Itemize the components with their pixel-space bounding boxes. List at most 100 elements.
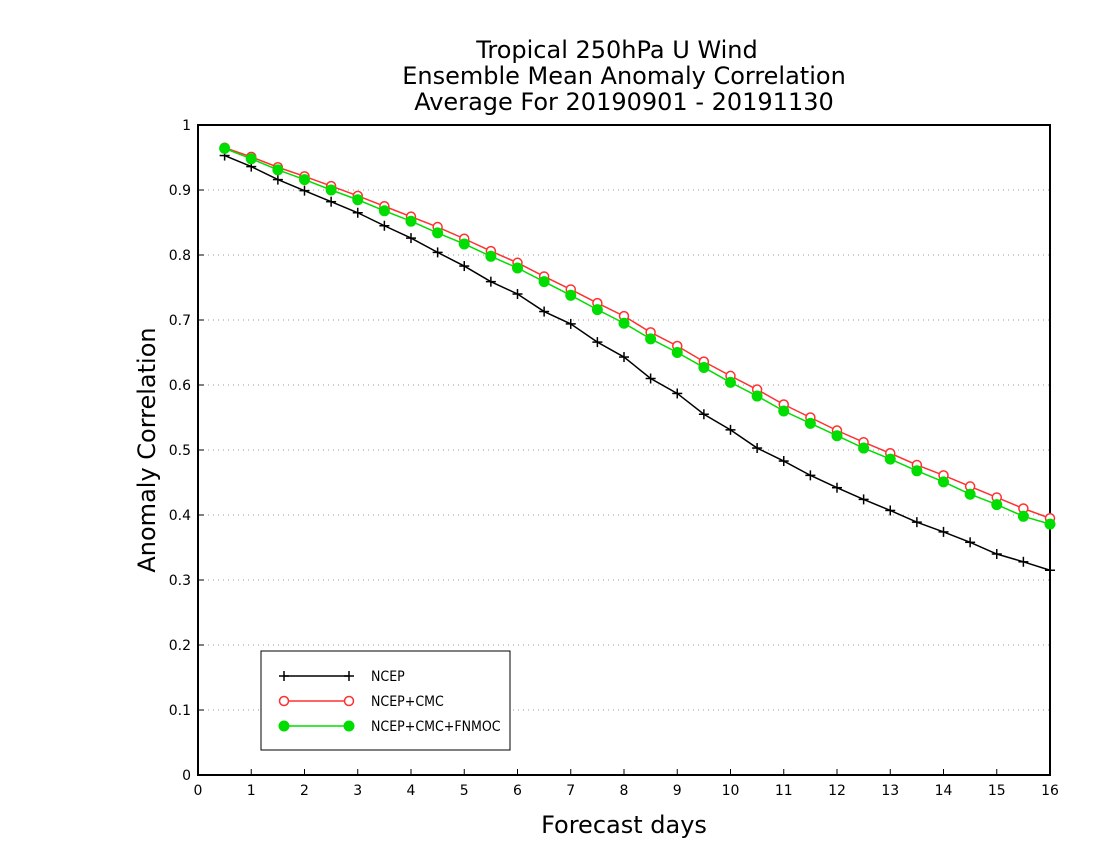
x-tick-label: 16 bbox=[1041, 783, 1059, 799]
y-tick-label: 0.6 bbox=[169, 378, 191, 394]
series-line bbox=[224, 154, 1051, 571]
series-ncep bbox=[219, 150, 1055, 576]
x-tick-label: 15 bbox=[988, 783, 1006, 799]
data-point-plus bbox=[752, 443, 763, 454]
x-axis: 0 1 2 3 4 5 6 7 8 9 10 11 12 13 14 15 16 bbox=[194, 769, 1059, 799]
y-tick-label: 0.4 bbox=[169, 508, 191, 524]
data-point-plus bbox=[858, 494, 869, 505]
data-point-plus bbox=[539, 306, 550, 317]
x-tick-label: 2 bbox=[300, 783, 309, 799]
data-point-filled-circle bbox=[698, 361, 710, 373]
data-point-plus bbox=[432, 247, 443, 258]
data-point-filled-circle bbox=[378, 205, 390, 217]
data-point-plus bbox=[512, 289, 523, 299]
data-point-filled-circle bbox=[538, 276, 550, 288]
data-point-filled-circle bbox=[991, 499, 1003, 511]
data-point-filled-circle bbox=[432, 227, 444, 239]
data-point-filled-circle bbox=[964, 488, 976, 500]
data-point-plus bbox=[272, 174, 283, 185]
x-tick-label: 4 bbox=[407, 783, 416, 799]
data-point-filled-circle bbox=[299, 174, 310, 186]
series-layer bbox=[219, 142, 1056, 576]
data-point-plus bbox=[805, 470, 816, 481]
data-point-filled-circle bbox=[245, 153, 257, 165]
x-tick-label: 11 bbox=[775, 783, 793, 799]
data-point-plus bbox=[352, 207, 363, 218]
data-point-filled-circle bbox=[278, 720, 290, 732]
data-point-filled-circle bbox=[831, 430, 843, 442]
data-point-plus bbox=[619, 352, 629, 363]
chart-title: Tropical 250hPa U Wind Ensemble Mean Ano… bbox=[402, 36, 846, 116]
x-tick-label: 6 bbox=[513, 783, 522, 799]
series-ncep-cmc bbox=[219, 142, 1056, 524]
x-tick-label: 7 bbox=[566, 783, 575, 799]
y-tick-label: 0.9 bbox=[169, 183, 191, 199]
data-point-plus bbox=[991, 549, 1002, 559]
data-point-open-circle bbox=[343, 695, 355, 707]
data-point-plus bbox=[406, 233, 416, 244]
data-point-plus bbox=[938, 526, 949, 537]
gridlines bbox=[198, 189, 1050, 711]
data-point-filled-circle bbox=[325, 184, 337, 196]
data-point-filled-circle bbox=[352, 194, 364, 206]
data-point-filled-circle bbox=[804, 417, 816, 429]
data-point-plus bbox=[645, 373, 656, 384]
data-point-plus bbox=[911, 517, 922, 528]
y-tick-label: 0.3 bbox=[169, 573, 191, 589]
y-tick-label: 0.7 bbox=[169, 313, 191, 329]
data-point-plus bbox=[885, 505, 896, 516]
data-point-plus bbox=[485, 276, 496, 287]
legend-item: NCEP bbox=[279, 669, 405, 685]
data-point-filled-circle bbox=[725, 376, 736, 388]
x-tick-label: 13 bbox=[881, 783, 899, 799]
legend-item: NCEP+CMC+FNMOC bbox=[278, 719, 501, 735]
legend-label: NCEP+CMC+FNMOC bbox=[371, 719, 501, 735]
data-point-plus bbox=[326, 196, 337, 207]
data-point-plus bbox=[832, 482, 842, 493]
y-tick-label: 0 bbox=[182, 768, 191, 784]
data-point-filled-circle bbox=[458, 238, 470, 250]
x-tick-label: 8 bbox=[620, 783, 629, 799]
legend-label: NCEP+CMC bbox=[371, 694, 444, 710]
x-tick-label: 1 bbox=[247, 783, 256, 799]
data-point-filled-circle bbox=[671, 347, 683, 358]
title-line-2: Ensemble Mean Anomaly Correlation bbox=[402, 62, 846, 90]
y-axis: 0 0.1 0.2 0.3 0.4 0.5 0.6 0.7 0.8 0.9 1 bbox=[169, 118, 204, 784]
data-point-plus bbox=[279, 671, 289, 681]
data-point-plus bbox=[459, 261, 470, 272]
data-point-filled-circle bbox=[1017, 510, 1029, 522]
data-point-filled-circle bbox=[219, 142, 231, 154]
data-point-plus bbox=[725, 424, 736, 435]
data-point-plus bbox=[299, 185, 310, 196]
x-tick-label: 9 bbox=[673, 783, 682, 799]
data-point-filled-circle bbox=[858, 442, 870, 454]
data-point-plus bbox=[344, 671, 354, 681]
data-point-filled-circle bbox=[485, 250, 497, 262]
data-point-plus bbox=[698, 409, 709, 420]
x-tick-label: 10 bbox=[722, 783, 740, 799]
series-line bbox=[224, 147, 1051, 519]
data-point-plus bbox=[965, 537, 976, 548]
data-point-filled-circle bbox=[565, 289, 577, 301]
data-point-filled-circle bbox=[343, 720, 355, 732]
data-point-filled-circle bbox=[938, 476, 949, 488]
y-tick-label: 0.8 bbox=[169, 248, 191, 264]
y-tick-label: 0.5 bbox=[169, 443, 191, 459]
data-point-filled-circle bbox=[1044, 518, 1056, 530]
data-point-filled-circle bbox=[272, 164, 284, 176]
series-ncep-cmc-fnmoc bbox=[219, 142, 1056, 530]
data-point-filled-circle bbox=[405, 215, 417, 227]
data-point-plus bbox=[672, 388, 683, 399]
y-tick-label: 0.1 bbox=[169, 703, 191, 719]
legend: NCEP NCEP+CMC NCEP+CMC+FNMOC bbox=[260, 650, 511, 751]
data-point-filled-circle bbox=[591, 304, 603, 316]
series-line bbox=[224, 147, 1051, 525]
y-tick-label: 1 bbox=[182, 118, 191, 134]
data-point-plus bbox=[565, 318, 576, 329]
data-point-plus bbox=[592, 337, 603, 348]
y-axis-label: Anomaly Correlation bbox=[133, 327, 161, 572]
y-tick-label: 0.2 bbox=[169, 638, 191, 654]
x-tick-label: 5 bbox=[460, 783, 469, 799]
x-tick-label: 12 bbox=[828, 783, 846, 799]
